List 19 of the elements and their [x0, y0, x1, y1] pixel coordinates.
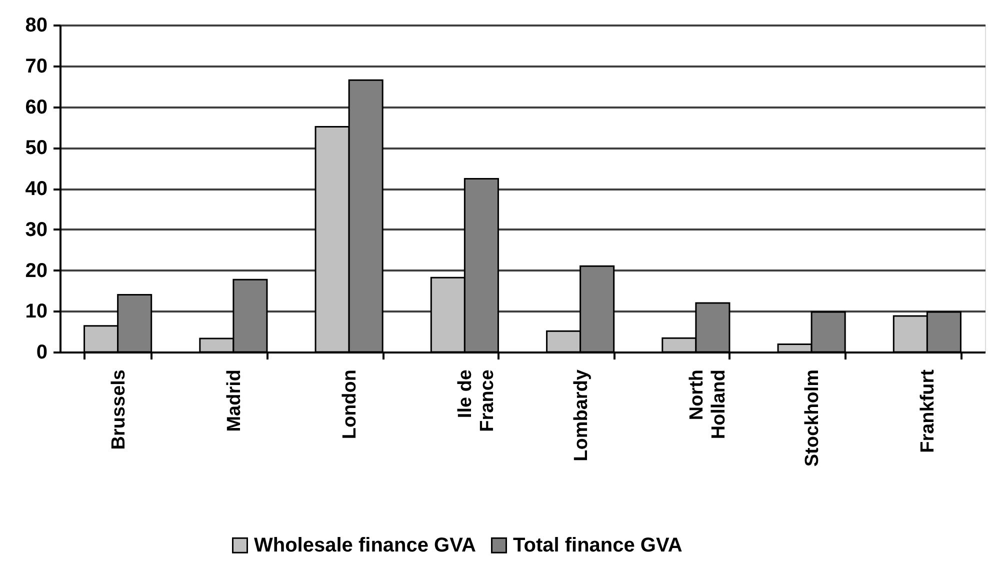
- y-tick-label: 30: [25, 218, 48, 241]
- x-tick-label: Stockholm: [802, 370, 824, 467]
- x-tick-label: North Holland: [686, 370, 730, 440]
- y-tick-label: 80: [25, 14, 48, 36]
- legend-label: Wholesale finance GVA: [254, 534, 476, 556]
- x-tick-label: Frankfurt: [918, 368, 939, 453]
- legend-label: Total finance GVA: [513, 534, 682, 556]
- y-tick-label: 0: [36, 342, 48, 364]
- y-tick-label: 20: [25, 260, 48, 282]
- x-tick-label: Madrid: [224, 370, 245, 432]
- y-tick-label: 70: [25, 55, 48, 78]
- x-tick-label: Lombardy: [570, 369, 592, 462]
- y-tick-label: 60: [25, 96, 48, 118]
- x-tick-label: Brussels: [108, 370, 130, 450]
- x-tick-label: Ile de France: [455, 370, 498, 432]
- y-tick-label: 50: [25, 137, 48, 160]
- y-tick-label: 40: [25, 178, 48, 200]
- x-tick-label: London: [340, 370, 361, 440]
- y-tick-label: 10: [25, 300, 48, 323]
